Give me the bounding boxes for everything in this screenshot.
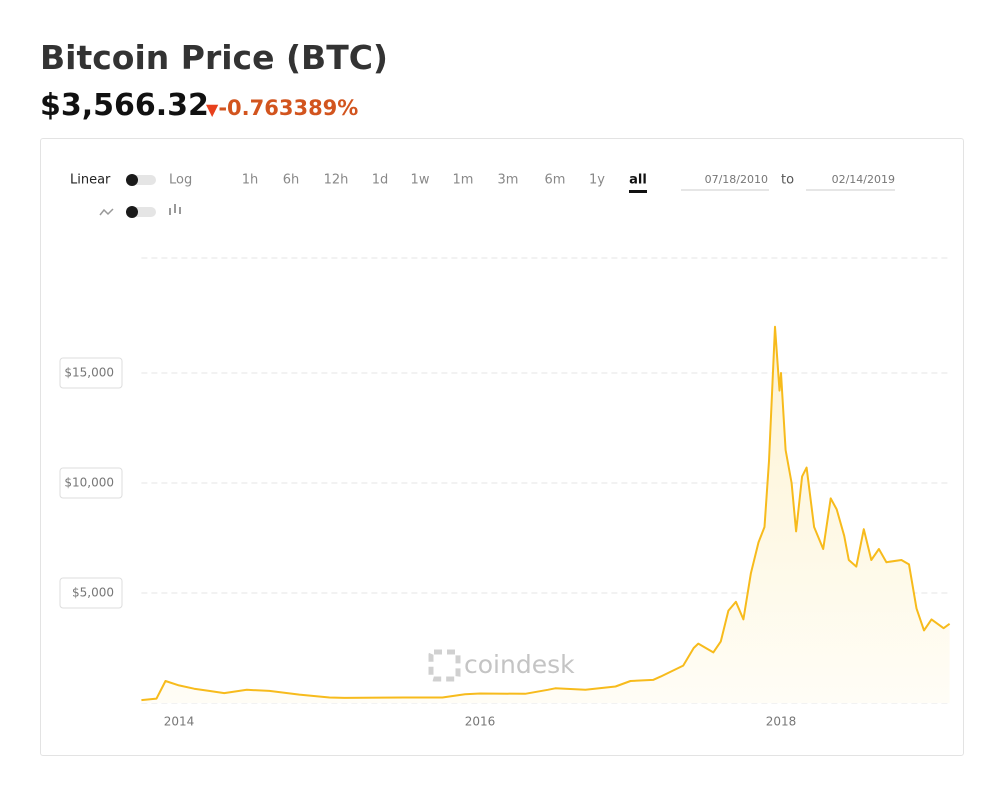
price-area [141,326,950,703]
y-tick-label: $5,000 [72,586,114,600]
down-arrow: ▼ [206,100,219,119]
watermark: coindesk [428,649,575,682]
scale-linear[interactable]: Linear [70,173,111,188]
line-icon[interactable] [99,208,114,216]
price: $3,566.32 [40,88,209,123]
range-button[interactable]: 6m [545,173,566,188]
range-button[interactable]: 6h [283,173,300,188]
price-line [141,325,951,702]
range-button[interactable]: 1y [589,173,605,188]
range-button[interactable]: 3m [498,173,519,188]
y-tick-label: $10,000 [64,476,114,490]
y-tick-label: $15,000 [64,366,114,380]
page-title: Bitcoin Price (BTC) [40,38,389,77]
chart-card [40,138,964,756]
x-tick-label: 2014 [164,715,195,729]
y-tick-box [59,577,123,609]
range-button[interactable]: 1m [453,173,474,188]
watermark-text: coindesk [464,650,575,679]
date-sep: to [781,173,794,188]
y-tick-box [59,357,123,389]
y-tick-box [59,467,123,499]
active-underline [629,190,647,193]
range-button[interactable]: 12h [324,173,349,188]
date-to[interactable]: 02/14/2019 [832,173,895,186]
toggle-knob [126,206,138,218]
range-button[interactable]: 1h [242,173,259,188]
candle-icon[interactable] [169,204,181,215]
x-tick-label: 2018 [766,715,797,729]
change-text: -0.763389% [218,96,359,120]
date-from[interactable]: 07/18/2010 [705,173,768,186]
range-button[interactable]: 1w [411,173,430,188]
x-tick-label: 2016 [465,715,496,729]
toggle-knob [126,174,138,186]
price-change: ▼-0.763389% [206,96,358,120]
scale-log[interactable]: Log [169,173,192,188]
range-button[interactable]: 1d [372,173,389,188]
range-button[interactable]: all [629,173,647,188]
